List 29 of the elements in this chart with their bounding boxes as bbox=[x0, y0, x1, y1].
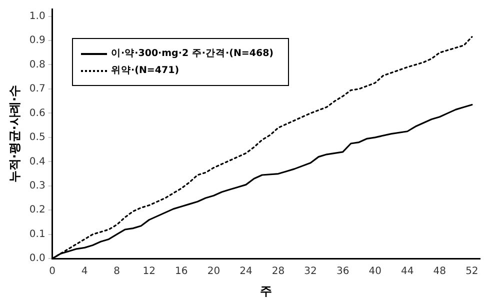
x-tick-label: 20 bbox=[207, 266, 220, 278]
x-tick-label: 12 bbox=[142, 266, 156, 278]
y-tick-label: 1.0 bbox=[29, 10, 46, 22]
y-axis-title: 누적·평균·사례·수 bbox=[7, 84, 22, 183]
y-tick-label: 0.6 bbox=[29, 108, 46, 119]
x-tick-label: 32 bbox=[304, 266, 317, 278]
y-tick-label: 0.3 bbox=[29, 180, 46, 192]
y-tick-label: 0.1 bbox=[29, 228, 46, 240]
x-tick-label: 44 bbox=[401, 266, 414, 278]
y-tick-label: 0.8 bbox=[29, 59, 46, 70]
x-tick-label: 8 bbox=[114, 266, 120, 278]
x-tick-label: 52 bbox=[466, 266, 478, 278]
legend-label: 이·약·300·mg·2 주·간격·(N=468) bbox=[111, 47, 274, 61]
x-tick-label: 0 bbox=[49, 266, 56, 278]
x-tick-label: 4 bbox=[81, 266, 88, 278]
y-tick-label: 0.0 bbox=[29, 253, 46, 264]
x-tick-label: 48 bbox=[433, 266, 446, 278]
y-tick-label: 0.4 bbox=[29, 156, 46, 168]
y-tick-label: 0.7 bbox=[29, 84, 46, 95]
x-axis-title: 주 bbox=[260, 284, 272, 298]
y-tick-label: 0.2 bbox=[29, 204, 46, 216]
x-tick-label: 40 bbox=[368, 266, 382, 278]
y-tick-label: 0.9 bbox=[29, 35, 46, 46]
x-tick-label: 24 bbox=[240, 266, 252, 278]
x-tick-label: 28 bbox=[272, 266, 285, 278]
x-tick-label: 36 bbox=[336, 266, 350, 278]
x-tick-label: 16 bbox=[175, 266, 188, 278]
y-tick-label: 0.5 bbox=[29, 132, 46, 144]
legend-label: 위약·(N=471) bbox=[111, 64, 180, 78]
